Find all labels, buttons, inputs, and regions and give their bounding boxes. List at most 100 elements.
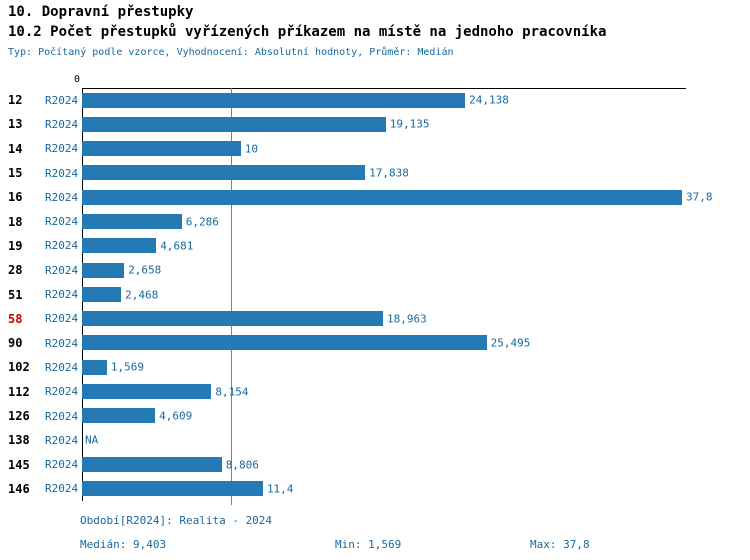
row-plot: 4,681 (82, 234, 682, 258)
row-period-label: R2024 (45, 190, 79, 204)
row-plot: 8,154 (82, 380, 682, 404)
row-plot: 11,4 (82, 477, 682, 501)
chart-rows: 12 R2024 24,138 13 R2024 19,135 14 R2024 10 15 R20… (0, 88, 750, 501)
row-period-label: R2024 (45, 360, 79, 374)
value-bar (82, 481, 263, 497)
value-bar (82, 116, 386, 132)
row-plot: 6,286 (82, 209, 682, 233)
row-period-label: R2024 (45, 166, 79, 180)
max-stat: Max: 37,8 (530, 538, 590, 551)
value-label: NA (85, 433, 99, 447)
row-period-label: R2024 (45, 288, 79, 302)
row-period-label: R2024 (45, 117, 79, 131)
row-plot: 2,468 (82, 282, 682, 306)
value-bar (82, 238, 157, 254)
axis-top-line (82, 88, 686, 89)
row-id-label: 112 (8, 384, 30, 399)
chart-row: 12 R2024 24,138 (0, 88, 750, 112)
value-label: 17,838 (369, 166, 409, 180)
value-bar (82, 311, 383, 327)
value-label: 6,286 (185, 215, 219, 229)
row-period-label: R2024 (45, 433, 79, 447)
report-header: 10. Dopravní přestupky 10.2 Počet přestu… (8, 2, 606, 61)
row-id-label: 58 (8, 311, 23, 326)
value-bar (82, 456, 222, 472)
value-label: 25,495 (490, 336, 531, 350)
row-plot: NA (82, 428, 682, 452)
row-id-label: 146 (8, 481, 30, 496)
indicator-title: 10.2 Počet přestupků vyřízených příkazem… (8, 24, 607, 40)
row-plot: 2,658 (82, 258, 682, 282)
row-id-label: 28 (8, 263, 23, 278)
value-label: 1,569 (110, 360, 145, 374)
row-id-label: 12 (8, 93, 23, 108)
chart-row: 19 R2024 4,681 (0, 234, 750, 258)
value-bar (82, 335, 487, 351)
value-label: 4,609 (159, 409, 193, 423)
value-label: 2,468 (125, 288, 159, 302)
chart-row: 90 R2024 25,495 (0, 331, 750, 355)
chart-row: 18 R2024 6,286 (0, 209, 750, 233)
chart-row: 51 R2024 2,468 (0, 282, 750, 306)
row-id-label: 51 (8, 287, 23, 302)
row-id-label: 18 (8, 214, 23, 229)
row-period-label: R2024 (45, 482, 79, 496)
row-id-label: 102 (8, 360, 30, 375)
value-bar (82, 92, 466, 108)
value-label: 8,154 (215, 385, 249, 399)
chart-row: 15 R2024 17,838 (0, 161, 750, 185)
chart-row: 146 R2024 11,4 (0, 477, 750, 501)
row-plot: 10 (82, 137, 682, 161)
value-bar (82, 165, 366, 181)
row-plot: 17,838 (82, 161, 682, 185)
value-label: 4,681 (160, 239, 194, 253)
value-label: 24,138 (469, 93, 509, 107)
row-id-label: 14 (8, 141, 23, 156)
row-id-label: 90 (8, 336, 23, 351)
chart-row: 145 R2024 8,806 (0, 452, 750, 476)
row-period-label: R2024 (45, 336, 79, 350)
chart-subtitle: Typ: Počítaný podle vzorce, Vyhodnocení:… (8, 47, 454, 58)
row-plot: 25,495 (82, 331, 682, 355)
row-id-label: 126 (8, 409, 30, 423)
row-period-label: R2024 (45, 458, 79, 472)
value-label: 8,806 (225, 458, 259, 472)
row-period-label: R2024 (45, 409, 79, 423)
value-label: 37,8 (686, 190, 713, 204)
row-id-label: 138 (8, 433, 30, 448)
chart-row: 13 R2024 19,135 (0, 112, 750, 136)
row-period-label: R2024 (45, 142, 79, 156)
value-bar (82, 189, 682, 205)
bar-chart: 0 12 R2024 24,138 13 R2024 19,135 14 R2024 10 15 R… (0, 74, 750, 508)
row-id-label: 19 (8, 238, 23, 253)
row-id-label: 16 (8, 190, 23, 205)
value-bar (82, 262, 125, 278)
min-stat: Min: 1,569 (335, 538, 402, 551)
median-line (231, 88, 233, 505)
row-period-label: R2024 (45, 215, 79, 229)
row-id-label: 15 (8, 166, 23, 181)
row-plot: 37,8 (82, 185, 713, 209)
row-plot: 8,806 (82, 452, 682, 476)
row-id-label: 13 (8, 117, 23, 132)
chart-row: 14 R2024 10 (0, 137, 750, 161)
value-bar (82, 359, 107, 375)
value-bar (82, 384, 212, 400)
chart-row: 16 R2024 37,8 (0, 185, 750, 209)
period-label: Období[R2024]: Realita - 2024 (80, 514, 273, 527)
chart-row: 126 R2024 4,609 (0, 404, 750, 428)
value-label: 11,4 (266, 482, 294, 496)
row-plot: 4,609 (82, 404, 682, 428)
median-stat: Medián: 9,403 (80, 538, 167, 551)
row-plot: 24,138 (82, 88, 682, 112)
chart-row: 102 R2024 1,569 (0, 355, 750, 379)
value-bar (82, 408, 156, 424)
value-label: 18,963 (387, 312, 427, 326)
row-period-label: R2024 (45, 312, 79, 326)
row-plot: 18,963 (82, 307, 682, 331)
value-bar (82, 141, 241, 157)
value-label: 2,658 (128, 263, 162, 277)
row-period-label: R2024 (45, 239, 79, 253)
chart-row: 28 R2024 2,658 (0, 258, 750, 282)
row-plot: 19,135 (82, 112, 682, 136)
